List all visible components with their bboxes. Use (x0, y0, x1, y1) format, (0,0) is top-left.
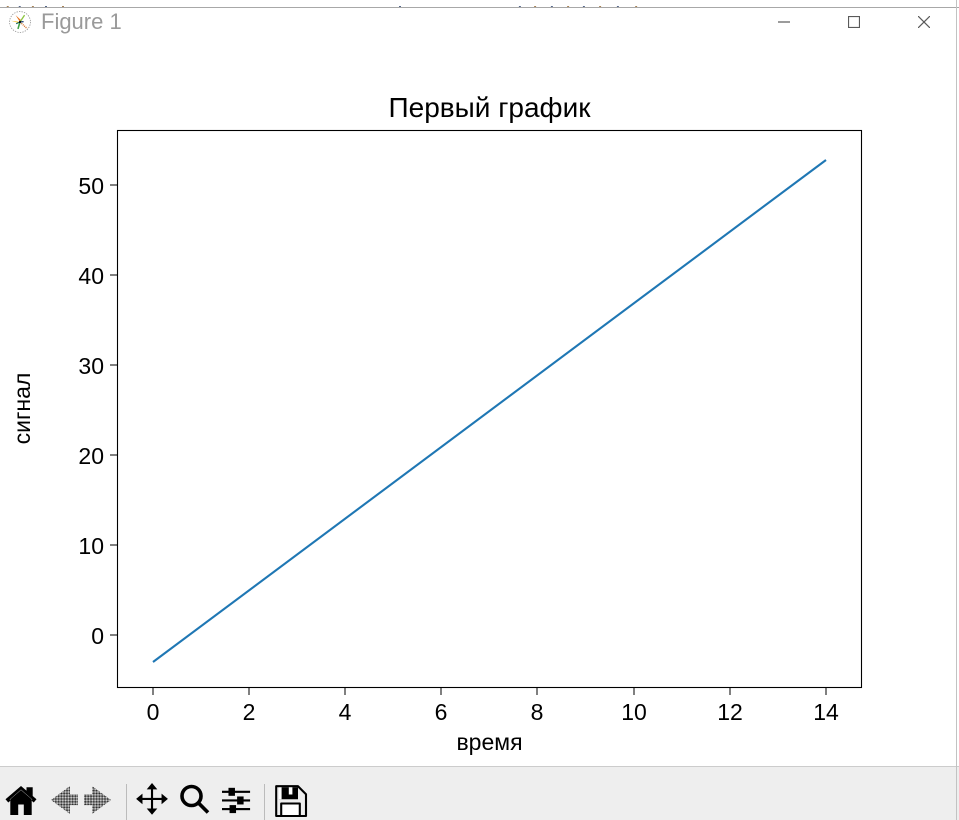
svg-text:30: 30 (78, 353, 104, 379)
svg-text:12: 12 (717, 699, 743, 725)
svg-text:6: 6 (435, 699, 448, 725)
svg-text:Первый график: Первый график (389, 92, 592, 123)
svg-text:4: 4 (339, 699, 352, 725)
svg-text:0: 0 (91, 623, 104, 649)
svg-text:8: 8 (531, 699, 544, 725)
svg-text:10: 10 (78, 533, 104, 559)
svg-text:40: 40 (78, 263, 104, 289)
svg-text:10: 10 (621, 699, 647, 725)
svg-text:14: 14 (813, 699, 839, 725)
svg-text:0: 0 (147, 699, 160, 725)
svg-text:время: время (456, 729, 522, 755)
svg-text:50: 50 (78, 173, 104, 199)
svg-text:сигнал: сигнал (9, 373, 35, 445)
svg-text:2: 2 (243, 699, 256, 725)
svg-text:20: 20 (78, 443, 104, 469)
